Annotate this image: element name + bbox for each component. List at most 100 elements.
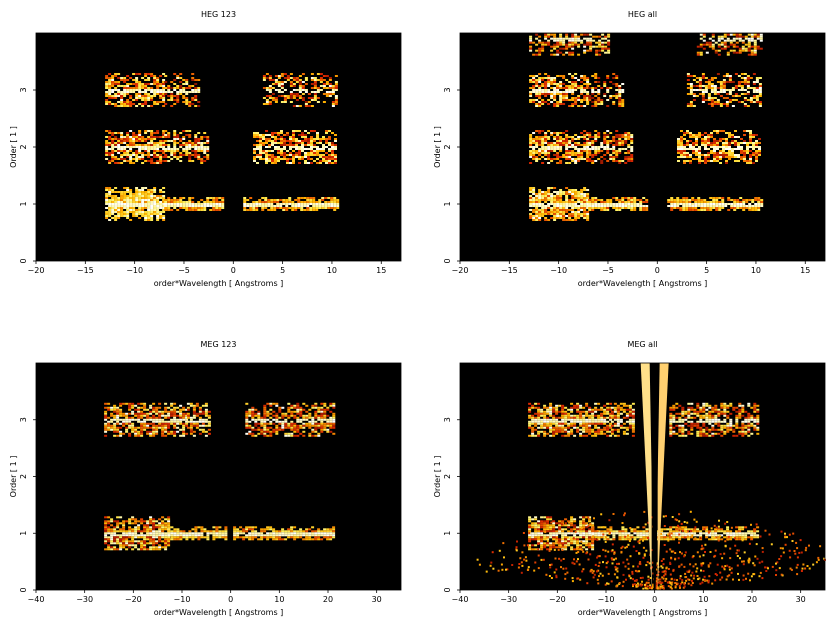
order-band — [528, 402, 613, 437]
x-tick-label: −20 — [28, 266, 45, 275]
y-axis-label: Order [ 1 ] — [433, 456, 442, 498]
y-tick-label: 2 — [443, 474, 452, 479]
x-tick-label: −30 — [500, 595, 517, 604]
x-tick-label: 10 — [274, 595, 284, 604]
order-band — [677, 130, 761, 164]
y-tick-label: 3 — [443, 87, 452, 92]
x-tick-label: −10 — [126, 266, 143, 275]
y-tick-label: 1 — [19, 531, 28, 536]
x-tick-label: 0 — [652, 595, 657, 604]
x-tick-label: 10 — [698, 595, 708, 604]
x-axis-label: order*Wavelength [ Angstroms ] — [578, 608, 708, 617]
order-band — [588, 130, 634, 164]
x-tick-label: −20 — [452, 266, 469, 275]
plot-background — [460, 363, 825, 590]
order-band — [529, 33, 611, 56]
plot-background — [36, 363, 401, 590]
x-tick-label: −30 — [76, 595, 93, 604]
y-axis-label: Order [ 1 ] — [9, 126, 18, 168]
order-band — [167, 526, 228, 541]
x-tick-label: 30 — [796, 595, 806, 604]
order-band — [105, 187, 166, 221]
order-band — [243, 197, 340, 211]
order-band — [669, 402, 760, 437]
x-tick-label: −15 — [77, 266, 94, 275]
x-tick-label: 20 — [323, 595, 333, 604]
y-axis-label: Order [ 1 ] — [9, 456, 18, 498]
x-tick-label: 10 — [751, 266, 761, 275]
order-band — [164, 73, 201, 107]
x-tick-label: 0 — [655, 266, 660, 275]
x-tick-label: −40 — [28, 595, 45, 604]
y-tick-label: 3 — [19, 87, 28, 92]
y-tick-label: 2 — [19, 144, 28, 149]
order-band — [667, 197, 764, 211]
x-tick-label: −10 — [550, 266, 567, 275]
x-tick-label: −5 — [178, 266, 190, 275]
x-axis-label: order*Wavelength [ Angstroms ] — [578, 279, 708, 288]
y-tick-label: 1 — [443, 531, 452, 536]
order-band — [610, 402, 635, 437]
y-axis-label: Order [ 1 ] — [433, 126, 442, 168]
y-tick-label: 2 — [443, 144, 452, 149]
order-band — [528, 516, 595, 551]
chart-title: HEG 123 — [201, 10, 236, 19]
order-band — [529, 130, 590, 164]
order-band — [186, 402, 211, 437]
order-band — [262, 73, 338, 107]
x-tick-label: 0 — [228, 595, 233, 604]
chart-title: MEG all — [627, 340, 657, 349]
order-band — [105, 130, 166, 164]
x-axis-label: order*Wavelength [ Angstroms ] — [154, 279, 284, 288]
x-axis-label: order*Wavelength [ Angstroms ] — [154, 608, 284, 617]
chart-title: MEG 123 — [201, 340, 237, 349]
x-tick-label: −5 — [602, 266, 614, 275]
x-tick-label: −20 — [125, 595, 142, 604]
y-tick-label: 0 — [443, 587, 452, 592]
order-band — [657, 526, 760, 541]
chart-title: HEG all — [628, 10, 657, 19]
x-tick-label: 5 — [280, 266, 285, 275]
order-band — [253, 130, 337, 164]
x-tick-label: 15 — [376, 266, 386, 275]
plot-background — [36, 33, 401, 261]
y-tick-label: 0 — [443, 258, 452, 263]
order-band — [233, 526, 336, 541]
order-band — [529, 73, 590, 107]
x-tick-label: −40 — [452, 595, 469, 604]
x-tick-label: 10 — [327, 266, 337, 275]
x-tick-label: 30 — [372, 595, 382, 604]
order-band — [529, 187, 590, 221]
order-band — [245, 402, 336, 437]
x-tick-label: −10 — [174, 595, 191, 604]
x-tick-label: −10 — [598, 595, 615, 604]
x-tick-label: −20 — [549, 595, 566, 604]
y-tick-label: 3 — [443, 417, 452, 422]
y-tick-label: 0 — [19, 258, 28, 263]
dispersion-fan — [476, 363, 826, 590]
y-tick-label: 1 — [19, 201, 28, 206]
order-band — [104, 516, 171, 551]
y-tick-label: 0 — [19, 587, 28, 592]
order-band — [696, 33, 763, 56]
x-tick-label: 0 — [231, 266, 236, 275]
order-band — [686, 73, 762, 107]
y-tick-label: 3 — [19, 417, 28, 422]
order-band — [588, 197, 649, 211]
x-tick-label: 15 — [800, 266, 810, 275]
x-tick-label: 20 — [747, 595, 757, 604]
order-band — [164, 197, 225, 211]
order-band — [104, 402, 189, 437]
order-band — [105, 73, 166, 107]
plot-background — [460, 33, 825, 261]
x-tick-label: 5 — [704, 266, 709, 275]
order-band — [588, 73, 625, 107]
x-tick-label: −15 — [501, 266, 518, 275]
y-tick-label: 2 — [19, 474, 28, 479]
y-tick-label: 1 — [443, 201, 452, 206]
